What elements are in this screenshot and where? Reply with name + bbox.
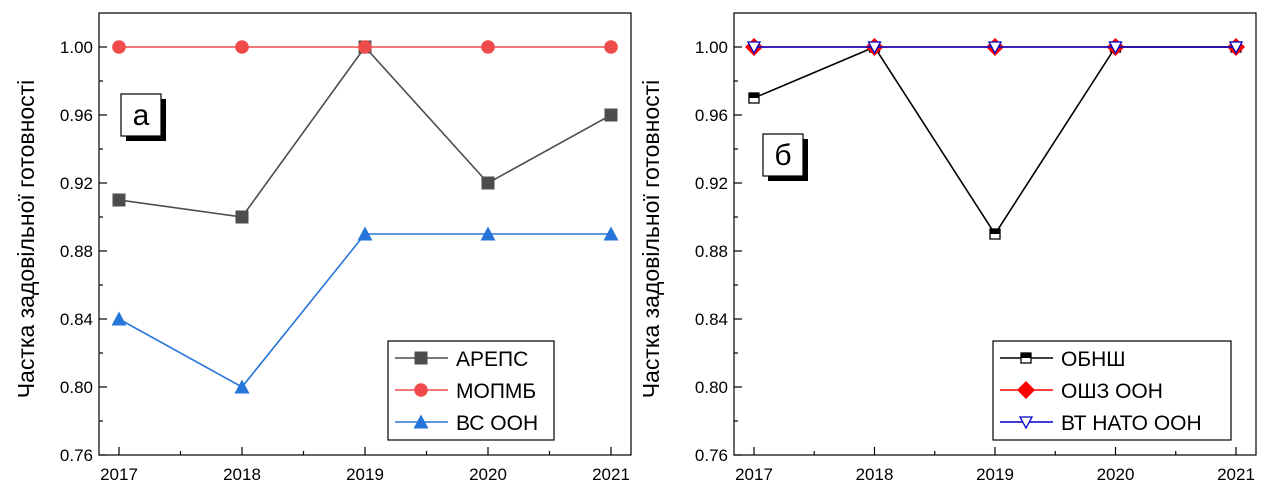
x-tick-label: 2019 xyxy=(346,465,384,484)
x-tick-label: 2017 xyxy=(735,465,773,484)
y-axis-label: Частка задовільної готовності xyxy=(638,80,664,399)
legend-marker xyxy=(414,383,428,397)
panel-label-frame xyxy=(762,133,804,177)
legend-label: АРЕПС xyxy=(456,348,528,371)
legend-label: ВС ООН xyxy=(456,412,538,435)
y-tick-label: 0.92 xyxy=(695,174,728,193)
data-point xyxy=(112,193,126,207)
series-3 xyxy=(111,226,619,394)
x-tick-label: 2019 xyxy=(976,465,1014,484)
legend-marker xyxy=(413,414,429,429)
y-tick-label: 0.96 xyxy=(60,106,93,125)
x-tick-label: 2018 xyxy=(223,465,261,484)
data-point xyxy=(603,226,619,241)
data-point xyxy=(1228,41,1244,55)
data-point xyxy=(358,40,372,54)
series-1 xyxy=(748,41,1242,240)
chart-panel-1: 0.76 0.80 0.84 0.88 0.92 0.96 1.00 2017 2018 2019… xyxy=(13,12,632,484)
y-tick-label: 0.84 xyxy=(60,310,93,329)
legend: ОБНШ ОШЗ ООН ВТ НАТО ООН xyxy=(992,340,1232,441)
data-point xyxy=(604,108,618,122)
data-point xyxy=(748,92,760,104)
legend-marker xyxy=(414,351,428,365)
data-point xyxy=(746,41,762,55)
panel-label: б xyxy=(774,139,791,172)
legend-label: ВТ НАТО ООН xyxy=(1061,412,1202,435)
series-2 xyxy=(112,40,618,54)
data-point xyxy=(111,311,127,326)
y-axis: 0.76 0.80 0.84 0.88 0.92 0.96 1.00 xyxy=(60,38,107,465)
data-point xyxy=(112,40,126,54)
legend: АРЕПС МОПМБ ВС ООН xyxy=(387,340,555,441)
x-axis: 2017 2018 2019 2020 2021 xyxy=(735,447,1255,484)
y-tick-label: 1.00 xyxy=(695,38,728,57)
data-point xyxy=(235,40,249,54)
legend-entry: ВТ НАТО ООН xyxy=(1000,412,1202,435)
data-point xyxy=(481,176,495,190)
data-point xyxy=(481,40,495,54)
legend-entry: ОШЗ ООН xyxy=(1000,380,1163,403)
y-tick-label: 0.88 xyxy=(60,242,93,261)
data-point xyxy=(234,379,250,394)
panel-label-box: б xyxy=(762,133,808,181)
x-tick-label: 2017 xyxy=(100,465,138,484)
series-line xyxy=(753,46,1236,236)
legend-entry: АРЕПС xyxy=(395,348,528,371)
data-point xyxy=(987,41,1003,55)
x-tick-label: 2021 xyxy=(592,465,630,484)
series-line xyxy=(118,45,612,218)
y-tick-label: 0.76 xyxy=(695,446,728,465)
chart-panel-2: 0.76 0.80 0.84 0.88 0.92 0.96 1.00 2017 2018 2019… xyxy=(638,12,1257,484)
data-point xyxy=(235,210,249,224)
y-tick-label: 0.92 xyxy=(60,174,93,193)
legend-marker xyxy=(1017,381,1035,399)
legend-label: ОБНШ xyxy=(1061,348,1126,371)
x-tick-label: 2018 xyxy=(856,465,894,484)
series-1 xyxy=(112,40,618,224)
panel-label-box: а xyxy=(120,93,166,141)
y-tick-label: 0.80 xyxy=(60,378,93,397)
panel-label: а xyxy=(133,99,150,132)
data-point xyxy=(604,40,618,54)
y-tick-label: 0.84 xyxy=(695,310,728,329)
data-point xyxy=(357,226,373,241)
y-axis: 0.76 0.80 0.84 0.88 0.92 0.96 1.00 xyxy=(695,38,742,465)
data-point xyxy=(1108,41,1123,55)
x-tick-label: 2020 xyxy=(1097,465,1135,484)
x-tick-label: 2020 xyxy=(469,465,507,484)
data-point xyxy=(867,41,882,55)
y-tick-label: 0.80 xyxy=(695,378,728,397)
y-axis-label: Частка задовільної готовності xyxy=(13,80,39,399)
y-tick-label: 0.96 xyxy=(695,106,728,125)
x-axis: 2017 2018 2019 2020 2021 xyxy=(100,447,630,484)
y-tick-label: 1.00 xyxy=(60,38,93,57)
series-3 xyxy=(746,41,1244,55)
legend-marker xyxy=(1020,352,1032,364)
data-point xyxy=(480,226,496,241)
panel-label-frame xyxy=(120,93,162,137)
legend-entry: ВС ООН xyxy=(395,412,538,435)
y-tick-label: 0.88 xyxy=(695,242,728,261)
legend-label: ОШЗ ООН xyxy=(1061,380,1163,403)
legend-entry: ОБНШ xyxy=(1000,348,1126,371)
x-tick-label: 2021 xyxy=(1217,465,1255,484)
data-point xyxy=(989,228,1001,240)
legend-label: МОПМБ xyxy=(456,380,536,403)
legend-marker xyxy=(1018,416,1034,430)
y-tick-label: 0.76 xyxy=(60,446,93,465)
legend-entry: МОПМБ xyxy=(395,380,536,403)
